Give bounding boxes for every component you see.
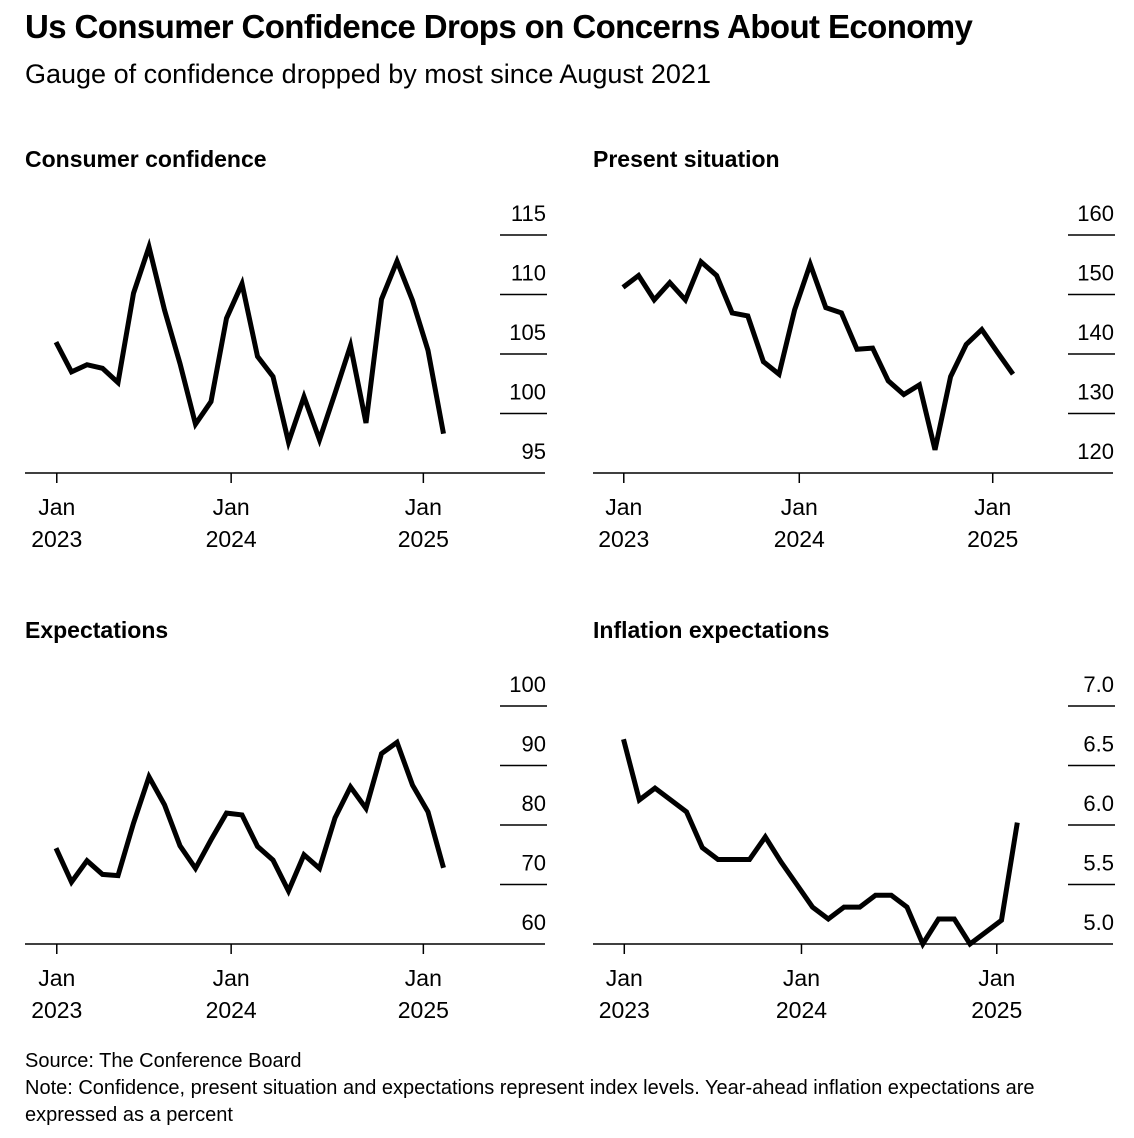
series-line [53,237,446,452]
x-tick-label-month: Jan [38,494,75,520]
series-line [53,738,446,897]
x-tick-label-month: Jan [213,965,250,991]
x-tick-label-year: 2023 [598,526,649,552]
footnote: Note: Confidence, present situation and … [25,1077,1035,1126]
chart-title: Us Consumer Confidence Drops on Concerns… [25,8,973,45]
x-tick-label-year: 2023 [31,526,82,552]
y-tick-label: 140 [1077,320,1114,345]
y-tick-label: 90 [522,732,546,757]
y-tick-label: 120 [1077,439,1114,464]
panel-title: Inflation expectations [593,617,830,643]
x-tick-label-month: Jan [978,965,1015,991]
x-tick-label-year: 2025 [398,997,449,1023]
line-chart-present-situation: 120 130 140 150 160 Jan 2023 Jan 2024 Jan 2025 [593,201,1115,552]
y-tick-label: 60 [522,910,546,935]
x-tick-label-month: Jan [213,494,250,520]
x-tick-label-month: Jan [974,494,1011,520]
y-tick-label: 80 [522,791,546,816]
line-chart-inflation-expectations: 5.0 5.5 6.0 6.5 7.0 Jan 2023 Jan 2024 Jan 2025 [593,672,1115,1023]
source-note: Source: The Conference Board [25,1050,302,1072]
panel-consumer-confidence: Consumer confidence 95 100 105 110 115 Jan 202… [25,146,565,586]
x-tick-label-year: 2023 [599,997,650,1023]
y-tick-label: 7.0 [1083,672,1114,697]
x-tick-label-month: Jan [783,965,820,991]
panel-title: Expectations [25,617,169,643]
series-line [621,738,1020,950]
y-tick-label: 160 [1077,201,1114,226]
x-tick-label-year: 2023 [31,997,82,1023]
x-tick-label-year: 2024 [776,997,827,1023]
x-tick-label-month: Jan [38,965,75,991]
y-tick-label: 105 [509,320,546,345]
chart-subtitle: Gauge of confidence dropped by most sinc… [25,59,711,89]
x-tick-label-year: 2024 [774,526,825,552]
x-tick-label-year: 2025 [398,526,449,552]
y-tick-label: 6.0 [1083,791,1114,816]
y-tick-label: 95 [522,439,546,464]
panel-present-situation: Present situation 120 130 140 150 160 Jan 2023… [593,146,1133,586]
x-tick-label-month: Jan [781,494,818,520]
x-tick-label-month: Jan [606,965,643,991]
footer: Source: The Conference Board Note: Confi… [25,1048,1085,1129]
x-tick-label-month: Jan [605,494,642,520]
panel-title: Consumer confidence [25,146,267,172]
y-tick-label: 150 [1077,261,1114,286]
panel-inflation-expectations: Inflation expectations 5.0 5.5 6.0 6.5 7.0 Ja… [593,617,1133,1057]
y-tick-label: 110 [511,261,546,286]
y-tick-label: 100 [509,380,546,405]
y-tick-label: 6.5 [1083,732,1114,757]
x-tick-label-month: Jan [405,965,442,991]
x-tick-label-year: 2024 [206,526,257,552]
panel-expectations: Expectations 60 70 80 90 100 Jan 2023 Jan 2024 Ja… [25,617,565,1057]
x-tick-label-year: 2025 [971,997,1022,1023]
y-tick-label: 100 [509,672,546,697]
y-tick-label: 70 [522,851,546,876]
y-tick-label: 5.0 [1083,910,1114,935]
x-tick-label-month: Jan [405,494,442,520]
series-line [621,256,1016,451]
line-chart-expectations: 60 70 80 90 100 Jan 2023 Jan 2024 Jan 2025 [25,672,547,1023]
y-tick-label: 130 [1077,380,1114,405]
x-tick-label-year: 2025 [967,526,1018,552]
panel-title: Present situation [593,146,780,172]
x-tick-label-year: 2024 [206,997,257,1023]
line-chart-consumer-confidence: 95 100 105 110 115 Jan 2023 Jan 2024 Jan 2025 [25,201,547,552]
y-tick-label: 115 [511,201,546,226]
y-tick-label: 5.5 [1083,851,1114,876]
